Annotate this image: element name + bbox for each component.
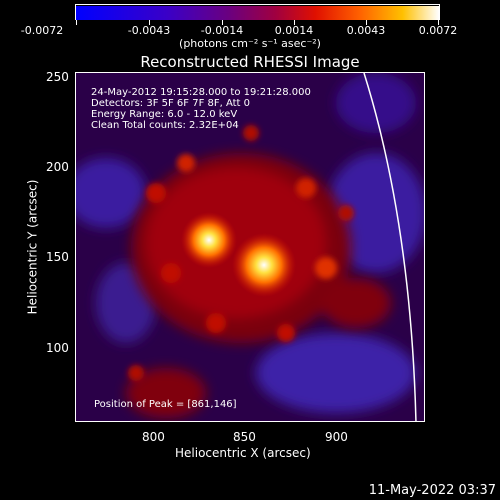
rhessi-image (76, 73, 424, 421)
colorbar (75, 4, 440, 20)
x-tick-label: 900 (325, 430, 348, 444)
info-line: Energy Range: 6.0 - 12.0 keV (91, 109, 238, 120)
y-tick-label: 100 (46, 341, 69, 355)
solar-limb (363, 73, 417, 421)
emission-source-peak (232, 233, 296, 297)
x-axis-label: Heliocentric X (arcsec) (175, 446, 311, 460)
timestamp: 11-May-2022 03:37 (368, 483, 496, 498)
colorbar-tick (222, 20, 223, 25)
plot-title: Reconstructed RHESSI Image (140, 53, 360, 71)
colorbar-tick (366, 20, 367, 25)
colorbar-tick-label: 0.0072 (418, 24, 458, 37)
colorbar-tick-label: 0.0043 (346, 24, 386, 37)
peak-position: Position of Peak = [861,146] (94, 399, 237, 410)
y-tick-label: 150 (46, 250, 69, 264)
colorbar-tick (438, 20, 439, 25)
y-tick-label: 250 (46, 70, 69, 84)
info-line: Detectors: 3F 5F 6F 7F 8F, Att 0 (91, 98, 251, 109)
x-tick-label: 800 (142, 430, 165, 444)
x-tick-label: 850 (233, 430, 256, 444)
info-line: 24-May-2012 19:15:28.000 to 19:21:28.000 (91, 87, 311, 98)
colorbar-tick-label: -0.0043 (127, 24, 171, 37)
colorbar-tick (294, 20, 295, 25)
colorbar-gradient (76, 6, 439, 20)
colorbar-tick-label: -0.0072 (20, 24, 64, 37)
y-tick-label: 200 (46, 160, 69, 174)
info-line: Clean Total counts: 2.32E+04 (91, 120, 239, 131)
colorbar-units: (photons cm⁻² s⁻¹ asec⁻²) (179, 37, 321, 50)
image-plot: 24-May-2012 19:15:28.000 to 19:21:28.000… (75, 72, 425, 422)
colorbar-tick-label: -0.0014 (200, 24, 244, 37)
y-axis-label: Heliocentric Y (arcsec) (25, 179, 40, 315)
emission-source (181, 212, 237, 268)
colorbar-tick-label: 0.0014 (274, 24, 314, 37)
colorbar-tick (76, 20, 77, 25)
colorbar-tick (149, 20, 150, 25)
